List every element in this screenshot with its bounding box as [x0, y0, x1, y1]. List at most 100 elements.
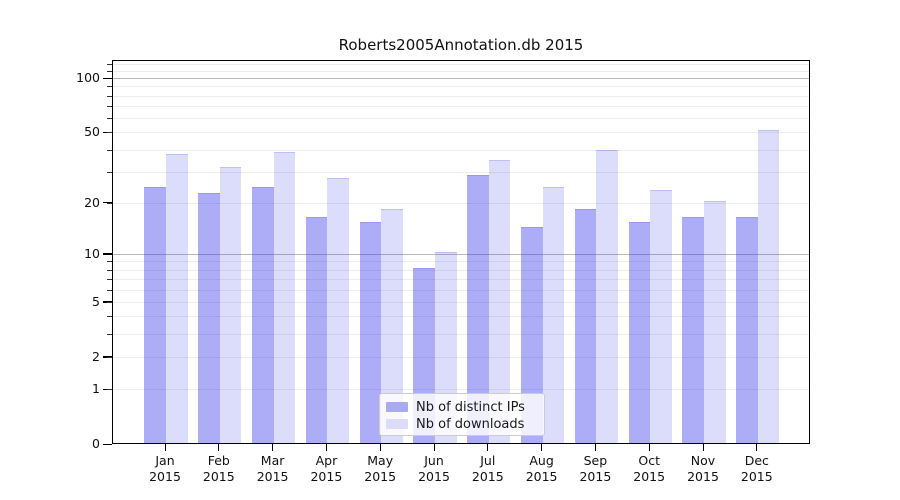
- bar-downloads-jan: [166, 153, 188, 443]
- gridline-8: [113, 269, 809, 271]
- y-minor-tick-50: [107, 132, 112, 134]
- x-tick-dec: [756, 444, 758, 451]
- y-tick-label-1: 1: [92, 381, 100, 397]
- bar-downloads-feb: [219, 167, 242, 443]
- x-tick-aug: [541, 444, 543, 451]
- x-tick-label-jan: Jan 2015: [149, 453, 181, 484]
- bar-ips-may: [359, 222, 382, 443]
- legend-label-downloads: Nb of downloads: [416, 416, 525, 432]
- bar-downloads-sep: [596, 149, 619, 443]
- gridline-110: [113, 70, 809, 72]
- gridline-90: [113, 86, 809, 88]
- y-minor-tick-1: [107, 389, 112, 391]
- y-minor-tick-20: [107, 202, 112, 204]
- legend-item-distinct-ips: Nb of distinct IPs: [386, 399, 544, 415]
- y-minor-tick-30: [107, 171, 112, 173]
- chart-title: Roberts2005Annotation.db 2015: [338, 36, 584, 54]
- y-minor-tick-9: [107, 261, 112, 263]
- bar-ips-oct: [628, 222, 651, 443]
- gridline-10: [113, 253, 809, 255]
- gridline-100: [113, 78, 809, 80]
- x-tick-apr: [325, 444, 328, 451]
- x-tick-label-may: May 2015: [364, 453, 397, 484]
- gridline-50: [113, 132, 809, 134]
- x-tick-label-nov: Nov 2015: [687, 453, 719, 484]
- x-tick-label-dec: Dec 2015: [740, 453, 773, 484]
- gridline-4: [113, 316, 809, 318]
- gridline-3: [113, 334, 809, 336]
- y-minor-tick-90: [107, 86, 112, 88]
- y-tick-10: [103, 253, 112, 255]
- bar-downloads-jul: [488, 160, 511, 443]
- legend: Nb of distinct IPs Nb of downloads: [379, 393, 545, 436]
- y-tick-0: [103, 443, 112, 445]
- y-minor-tick-5: [107, 301, 112, 303]
- x-tick-feb: [218, 444, 220, 451]
- x-tick-label-oct: Oct 2015: [633, 453, 666, 484]
- gridline-5: [113, 301, 809, 303]
- legend-swatch-downloads: [386, 419, 408, 429]
- bar-downloads-may: [381, 208, 403, 443]
- x-tick-mar: [272, 444, 274, 451]
- gridline-9: [113, 261, 809, 263]
- x-tick-nov: [702, 444, 704, 451]
- gridline-80: [113, 95, 809, 97]
- plot-area: [112, 60, 810, 444]
- bar-downloads-mar: [273, 151, 296, 443]
- bar-ips-mar: [251, 186, 274, 443]
- y-minor-tick-7: [107, 279, 112, 281]
- gridline-30: [113, 171, 809, 173]
- y-minor-tick-80: [107, 95, 112, 97]
- x-tick-label-jul: Jul 2015: [471, 453, 504, 484]
- y-minor-tick-40: [107, 149, 112, 151]
- gridline-20: [113, 202, 809, 204]
- x-tick-label-apr: Apr 2015: [310, 453, 343, 484]
- y-tick-100: [103, 77, 112, 79]
- gridline-7: [113, 279, 809, 281]
- gridline-60: [113, 118, 809, 120]
- bar-downloads-dec: [757, 130, 780, 443]
- bar-ips-jan: [144, 186, 166, 443]
- gridline-120: [113, 63, 809, 65]
- legend-item-downloads: Nb of downloads: [386, 416, 544, 432]
- bar-ips-aug: [520, 227, 543, 443]
- gridline-40: [113, 149, 809, 151]
- y-minor-tick-110: [107, 70, 112, 72]
- y-tick-label-0: 0: [92, 436, 100, 451]
- y-minor-tick-2: [107, 356, 112, 358]
- y-tick-label-5: 5: [92, 293, 100, 309]
- bar-downloads-apr: [327, 177, 350, 443]
- y-minor-tick-70: [107, 106, 112, 108]
- x-tick-label-sep: Sep 2015: [579, 453, 612, 484]
- legend-swatch-distinct-ips: [386, 402, 408, 412]
- x-tick-label-mar: Mar 2015: [256, 453, 289, 484]
- bar-downloads-nov: [704, 200, 726, 443]
- legend-label-distinct-ips: Nb of distinct IPs: [416, 399, 525, 415]
- bar-ips-jul: [467, 175, 489, 443]
- x-tick-sep: [594, 444, 597, 451]
- y-minor-tick-60: [107, 118, 112, 120]
- y-minor-tick-3: [107, 334, 112, 336]
- x-tick-jan: [164, 444, 166, 451]
- x-tick-label-feb: Feb 2015: [202, 453, 235, 484]
- y-minor-tick-8: [107, 269, 112, 271]
- x-tick-label-jun: Jun 2015: [418, 453, 450, 484]
- bar-ips-nov: [682, 217, 704, 443]
- y-tick-label-2: 2: [92, 348, 100, 364]
- bar-ips-apr: [305, 217, 328, 443]
- gridline-70: [113, 106, 809, 108]
- gridline-1: [113, 389, 809, 391]
- y-tick-label-10: 10: [84, 245, 100, 261]
- x-tick-jul: [487, 444, 489, 451]
- gridline-6: [113, 289, 809, 291]
- x-tick-oct: [648, 444, 650, 451]
- bar-ips-feb: [198, 193, 220, 443]
- x-tick-label-aug: Aug 2015: [525, 453, 558, 484]
- x-tick-jun: [433, 444, 435, 451]
- bar-downloads-aug: [542, 186, 565, 443]
- y-tick-label-20: 20: [84, 194, 100, 210]
- y-minor-tick-120: [107, 63, 112, 65]
- bar-downloads-oct: [650, 190, 672, 443]
- y-tick-label-50: 50: [84, 124, 100, 140]
